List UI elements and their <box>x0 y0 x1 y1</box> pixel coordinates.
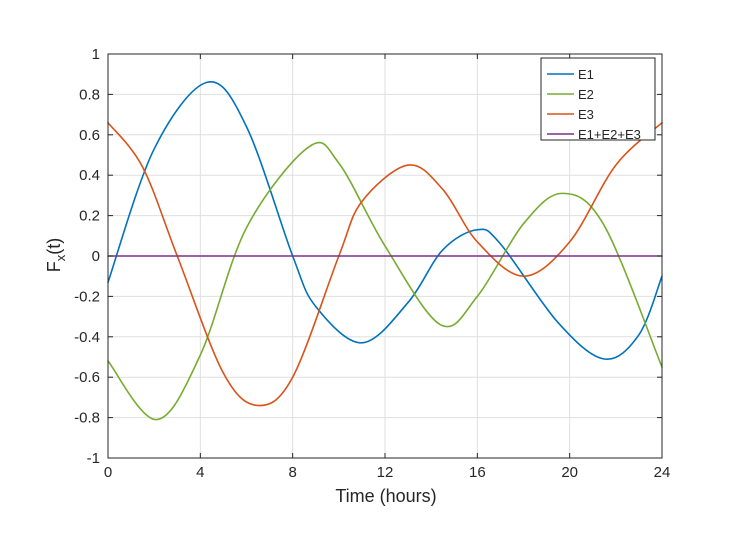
legend-label-e3: E3 <box>578 107 594 122</box>
y-tick-label: -1 <box>87 450 100 467</box>
x-tick-label: 16 <box>469 464 486 481</box>
series-line-e1 <box>107 81 663 360</box>
x-axis-label: Time (hours) <box>335 486 436 506</box>
series-line-e3 <box>107 121 663 407</box>
x-tick-label: 8 <box>288 464 296 481</box>
y-axis-label-subscript: x <box>53 254 68 261</box>
y-tick-label: -0.6 <box>74 369 100 386</box>
y-tick-label: -0.2 <box>74 288 100 305</box>
legend-label-e1: E1 <box>578 67 594 82</box>
y-tick-label: 0 <box>92 248 100 265</box>
x-tick-label: 24 <box>654 464 671 481</box>
legend-label-e1-e2-e3: E1+E2+E3 <box>578 127 641 142</box>
x-tick-labels: 0 4 8 12 16 20 24 <box>104 464 671 481</box>
series-line-e2 <box>107 141 663 421</box>
y-tick-label: 0.2 <box>79 208 100 225</box>
y-tick-label: 0.6 <box>79 127 100 144</box>
y-axis-label: Fx(t) <box>44 238 68 273</box>
y-tick-label: -0.8 <box>74 410 100 427</box>
legend-box <box>540 57 656 141</box>
legend-label-e2: E2 <box>578 87 594 102</box>
y-axis-label-tail: (t) <box>44 238 64 255</box>
x-tick-label: 20 <box>561 464 578 481</box>
series-lines <box>107 81 663 421</box>
x-tick-label: 0 <box>104 464 112 481</box>
y-tick-label: 1 <box>92 46 100 63</box>
y-tick-labels: -1 -0.8 -0.6 -0.4 -0.2 0 0.2 0.4 0.6 0.8 1 <box>74 46 100 467</box>
y-axis-label-main: F <box>44 261 64 272</box>
tick-marks <box>107 53 663 459</box>
y-tick-label: 0.4 <box>79 167 100 184</box>
y-tick-label: -0.4 <box>74 329 100 346</box>
legend: E1 E2 E3 E1+E2+E3 <box>540 57 656 142</box>
x-tick-label: 4 <box>196 464 204 481</box>
y-tick-label: 0.8 <box>79 86 100 103</box>
x-tick-label: 12 <box>377 464 394 481</box>
